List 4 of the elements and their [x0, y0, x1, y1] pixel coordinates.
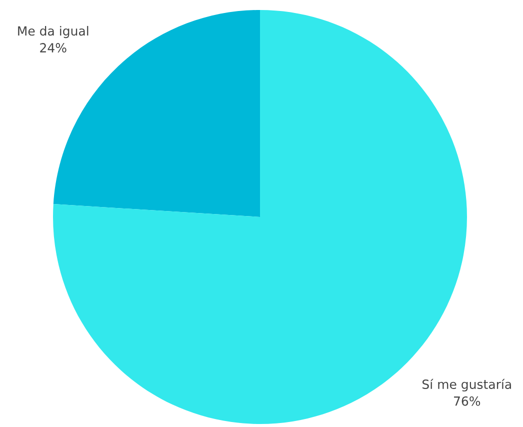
slice-label: Sí me gustaría: [422, 378, 511, 392]
slice-label: Me da igual: [18, 26, 88, 38]
data-label: 76%: [454, 396, 480, 406]
data-label: 24%: [40, 43, 66, 52]
